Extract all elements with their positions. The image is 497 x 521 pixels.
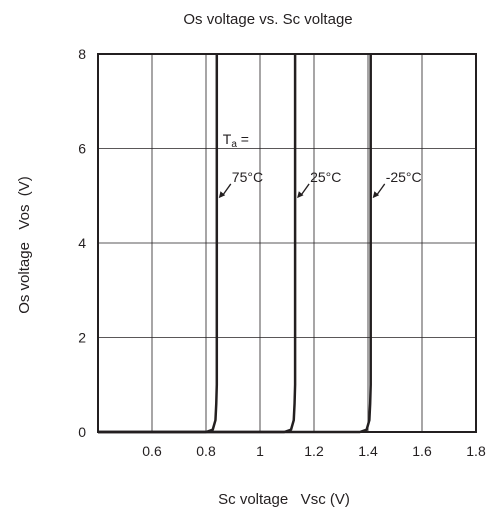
x-tick-label: 1.8 xyxy=(466,443,486,459)
y-tick-label: 0 xyxy=(78,424,86,440)
series-label: -25°C xyxy=(386,169,422,185)
y-tick-label: 4 xyxy=(78,235,86,251)
annotation-arrowhead xyxy=(297,191,304,199)
y-tick-labels: 0 2 4 6 8 xyxy=(78,46,86,440)
x-tick-label: 0.6 xyxy=(142,443,162,459)
annotation-arrowhead xyxy=(218,191,226,199)
annotation-arrowhead xyxy=(372,191,380,199)
x-tick-label: 1.2 xyxy=(304,443,324,459)
annotation-arrow xyxy=(222,183,232,196)
x-tick-label: 1 xyxy=(256,443,264,459)
x-tick-label: 1.6 xyxy=(412,443,432,459)
y-axis-label: Os voltage Vos (V) xyxy=(16,176,33,314)
annotation-arrow xyxy=(300,183,310,196)
annotations: Ta = 75°C 25°C -25°C xyxy=(218,131,422,199)
y-tick-label: 6 xyxy=(78,141,86,157)
grid xyxy=(98,53,477,433)
series-label: 25°C xyxy=(310,169,341,185)
x-tick-label: 1.4 xyxy=(358,443,378,459)
x-tick-label: 0.8 xyxy=(196,443,216,459)
y-tick-label: 2 xyxy=(78,330,86,346)
annotation-arrow xyxy=(376,183,386,196)
series-label: 75°C xyxy=(232,169,263,185)
plot-frame xyxy=(97,53,477,433)
x-axis-label: Sc voltage Vsc (V) xyxy=(218,491,350,508)
ambient-temp-prefix: Ta = xyxy=(223,131,249,150)
x-tick-labels: 0.6 0.8 1 1.2 1.4 1.6 1.8 xyxy=(142,443,486,459)
chart-title: Os voltage vs. Sc voltage xyxy=(183,11,352,28)
y-tick-label: 8 xyxy=(78,46,86,62)
